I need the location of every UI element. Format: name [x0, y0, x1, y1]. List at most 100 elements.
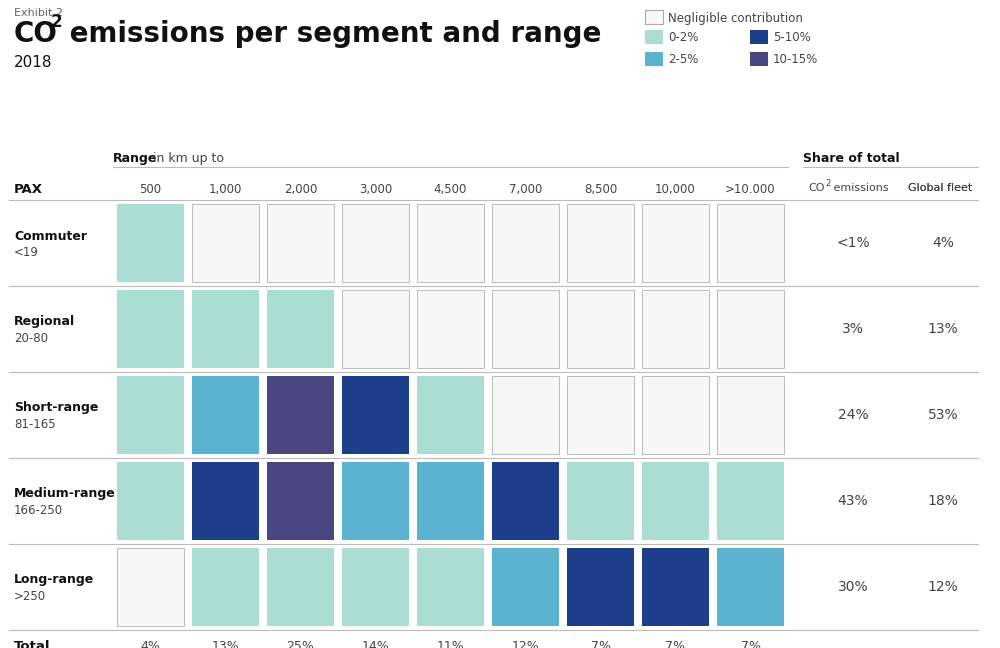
Text: 10,000: 10,000: [655, 183, 696, 196]
Text: 3,000: 3,000: [359, 183, 392, 196]
Text: Short-range: Short-range: [14, 402, 98, 415]
Bar: [267, 376, 334, 454]
Text: 3%: 3%: [842, 322, 864, 336]
Bar: [192, 204, 259, 282]
Text: 10-15%: 10-15%: [773, 53, 818, 66]
Bar: [492, 204, 559, 282]
Bar: [192, 462, 259, 540]
Bar: [117, 548, 184, 626]
Bar: [492, 376, 559, 454]
Text: in km up to: in km up to: [149, 152, 224, 165]
Bar: [267, 548, 334, 626]
Text: 12%: 12%: [928, 580, 958, 594]
Bar: [567, 548, 634, 626]
Text: 2: 2: [825, 179, 830, 188]
Text: 13%: 13%: [212, 640, 239, 648]
Bar: [342, 204, 409, 282]
Text: Long-range: Long-range: [14, 573, 94, 586]
Bar: [342, 548, 409, 626]
Text: 20-80: 20-80: [14, 332, 48, 345]
Bar: [567, 290, 634, 368]
Bar: [117, 204, 184, 282]
Bar: [567, 204, 634, 282]
Text: CO: CO: [808, 183, 824, 193]
Text: Global fleet: Global fleet: [908, 183, 972, 193]
Text: Global fleet: Global fleet: [908, 183, 972, 193]
Text: emissions per segment and range: emissions per segment and range: [60, 20, 601, 48]
Bar: [642, 204, 709, 282]
Text: <19: <19: [14, 246, 39, 259]
Text: <1%: <1%: [836, 236, 870, 250]
Text: 7%: 7%: [740, 640, 761, 648]
Bar: [342, 462, 409, 540]
Bar: [117, 290, 184, 368]
Text: 2018: 2018: [14, 55, 52, 70]
Bar: [417, 548, 484, 626]
Bar: [117, 462, 184, 540]
Text: PAX: PAX: [14, 183, 43, 196]
Text: 18%: 18%: [928, 494, 958, 508]
Bar: [642, 290, 709, 368]
Bar: [642, 376, 709, 454]
Bar: [417, 376, 484, 454]
Text: Exhibit 2: Exhibit 2: [14, 8, 63, 18]
Bar: [117, 376, 184, 454]
Bar: [567, 462, 634, 540]
Bar: [492, 462, 559, 540]
Text: 12%: 12%: [512, 640, 539, 648]
Bar: [750, 52, 768, 66]
Text: CO: CO: [14, 20, 58, 48]
Bar: [492, 548, 559, 626]
Bar: [717, 204, 784, 282]
Text: 4%: 4%: [932, 236, 954, 250]
Text: Commuter: Commuter: [14, 229, 87, 242]
Bar: [645, 10, 663, 24]
Text: 81-165: 81-165: [14, 417, 56, 430]
Text: 53%: 53%: [928, 408, 958, 422]
Bar: [417, 204, 484, 282]
Text: 7%: 7%: [666, 640, 686, 648]
Text: >250: >250: [14, 590, 46, 603]
Text: Share of total: Share of total: [803, 152, 900, 165]
Text: Negligible contribution: Negligible contribution: [668, 12, 803, 25]
Text: 4,500: 4,500: [434, 183, 467, 196]
Text: >10.000: >10.000: [725, 183, 776, 196]
Text: 7%: 7%: [590, 640, 610, 648]
Bar: [645, 52, 663, 66]
Text: 2: 2: [51, 13, 63, 31]
Text: 2-5%: 2-5%: [668, 53, 698, 66]
Bar: [342, 376, 409, 454]
Text: 500: 500: [139, 183, 162, 196]
Bar: [717, 376, 784, 454]
Bar: [267, 204, 334, 282]
Bar: [342, 290, 409, 368]
Text: Total: Total: [14, 640, 50, 648]
Text: Medium-range: Medium-range: [14, 487, 116, 500]
Text: 13%: 13%: [928, 322, 958, 336]
Bar: [417, 290, 484, 368]
Bar: [492, 290, 559, 368]
Bar: [642, 548, 709, 626]
Text: 166-250: 166-250: [14, 503, 63, 516]
Text: 11%: 11%: [437, 640, 464, 648]
Bar: [567, 376, 634, 454]
Text: 0-2%: 0-2%: [668, 31, 698, 44]
Bar: [417, 462, 484, 540]
Bar: [192, 376, 259, 454]
Text: 7,000: 7,000: [509, 183, 542, 196]
Bar: [267, 290, 334, 368]
Bar: [192, 548, 259, 626]
Text: Range: Range: [113, 152, 157, 165]
Text: 43%: 43%: [838, 494, 868, 508]
Text: 2,000: 2,000: [284, 183, 317, 196]
Text: 8,500: 8,500: [584, 183, 617, 196]
Text: 1,000: 1,000: [209, 183, 242, 196]
Text: 25%: 25%: [287, 640, 314, 648]
Text: 5-10%: 5-10%: [773, 31, 811, 44]
Text: 14%: 14%: [362, 640, 389, 648]
Bar: [717, 548, 784, 626]
Bar: [717, 290, 784, 368]
Text: emissions: emissions: [830, 183, 889, 193]
Text: 24%: 24%: [838, 408, 868, 422]
Bar: [645, 30, 663, 44]
